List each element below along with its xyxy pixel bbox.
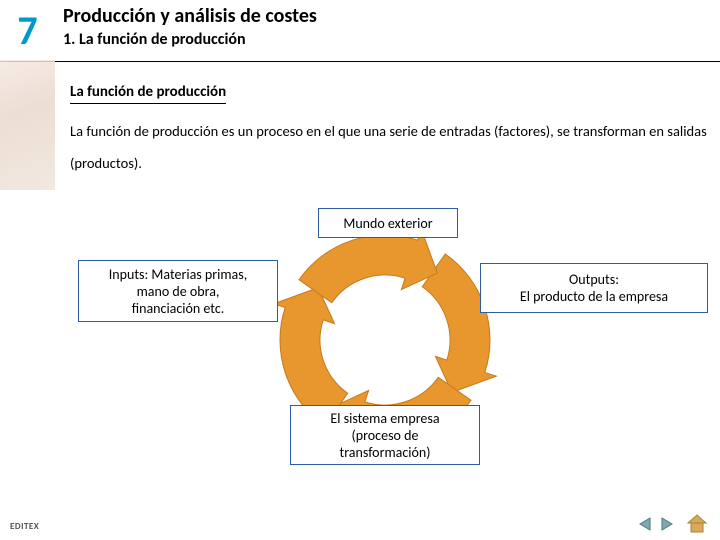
chapter-subtitle: 1. La función de producción bbox=[63, 30, 712, 49]
node-mundo-exterior: Mundo exterior bbox=[318, 208, 458, 238]
triangle-right-icon bbox=[659, 516, 675, 532]
node-inputs: Inputs: Materias primas,mano de obra,fin… bbox=[78, 260, 278, 322]
body-paragraph: La función de producción es un proceso e… bbox=[70, 116, 708, 180]
chapter-title: Producción y análisis de costes bbox=[63, 4, 712, 28]
section-heading: La función de producción bbox=[70, 83, 226, 104]
triangle-left-icon bbox=[637, 516, 653, 532]
left-decoration bbox=[0, 60, 55, 190]
publisher-logo: EDITEX bbox=[10, 521, 39, 532]
home-icon bbox=[686, 514, 708, 534]
next-button[interactable] bbox=[658, 515, 676, 533]
prev-button[interactable] bbox=[636, 515, 654, 533]
home-button[interactable] bbox=[686, 514, 708, 534]
chapter-number: 7 bbox=[0, 0, 55, 61]
node-sistema-empresa: El sistema empresa(proceso detransformac… bbox=[290, 405, 480, 465]
production-cycle-diagram: Mundo exterior Inputs: Materias primas,m… bbox=[70, 200, 710, 480]
node-outputs: Outputs:El producto de la empresa bbox=[480, 263, 708, 313]
